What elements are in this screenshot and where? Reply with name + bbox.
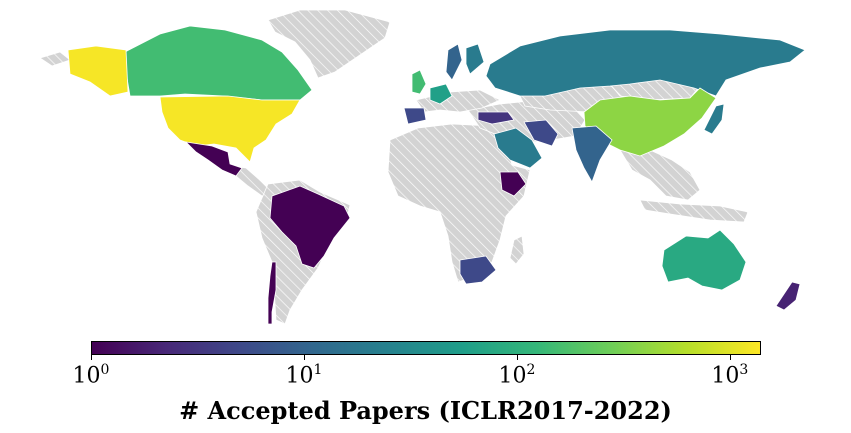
- region-indonesia: [639, 199, 749, 223]
- colorbar-tick-label: 100: [72, 362, 110, 389]
- region-finland: [465, 43, 485, 75]
- region-australia: [661, 229, 747, 291]
- region-usa: [159, 95, 301, 163]
- colorbar-title: # Accepted Papers (ICLR2017-2022): [179, 396, 672, 425]
- colorbar-tick-label: 103: [711, 362, 749, 389]
- region-saudi: [493, 127, 543, 169]
- region-madagascar: [509, 235, 525, 265]
- colorbar-tick-label: 101: [285, 362, 323, 389]
- region-brazil: [269, 185, 351, 269]
- colorbar-tick-mark: [516, 355, 518, 360]
- region-alaska: [67, 45, 129, 97]
- region-sweden: [445, 43, 463, 81]
- region-ethiopia: [499, 171, 527, 197]
- region-newzealand: [775, 281, 801, 311]
- region-germany: [429, 83, 453, 105]
- colorbar-tick-mark: [303, 355, 305, 360]
- region-iran: [523, 119, 559, 147]
- region-uk: [411, 69, 427, 95]
- region-southeast-asia: [619, 149, 701, 201]
- colorbar-tick-label: 102: [498, 362, 536, 389]
- region-turkey: [477, 111, 515, 125]
- region-greenland: [267, 9, 391, 79]
- colorbar-tick-mark: [729, 355, 731, 360]
- colorbar-tick-mark: [91, 355, 92, 360]
- region-russia: [485, 29, 806, 97]
- region-spain: [403, 107, 427, 125]
- region-india: [571, 125, 613, 183]
- colorbar: [91, 341, 761, 355]
- region-south-africa: [459, 255, 497, 285]
- region-canada: [124, 25, 313, 101]
- region-chile: [267, 261, 277, 325]
- region-mexico: [184, 141, 243, 177]
- world-map: [39, 9, 806, 325]
- region-alaska-nodata: [39, 51, 71, 67]
- region-japan: [703, 103, 725, 135]
